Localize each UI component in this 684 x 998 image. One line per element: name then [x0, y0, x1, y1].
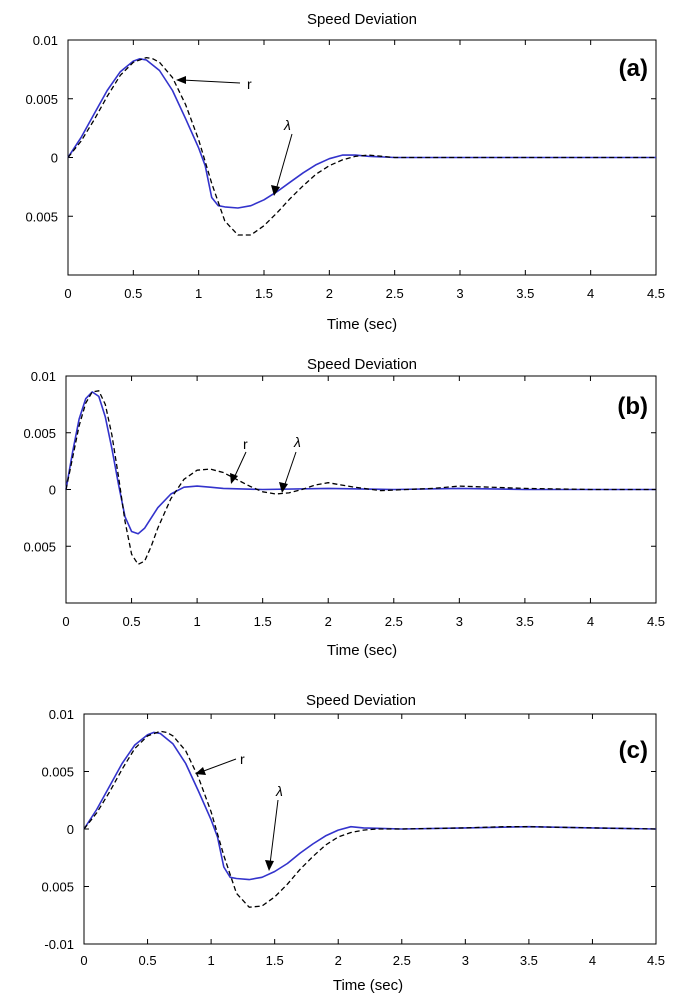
- panel-a-xtick-label: 4.5: [647, 286, 665, 301]
- panel-b-title: Speed Deviation: [307, 356, 417, 373]
- panel-c-ytick-label: -0.01: [44, 937, 74, 952]
- panel-b: Speed Deviation 0 0.5 1 1.5 2 2.5 3 3.5 4 4.5 0.0…: [23, 356, 665, 659]
- panel-a-yticks: 0.01 0.005 0 0.005: [25, 33, 656, 224]
- panel-a-ytick-label: 0.01: [33, 33, 58, 48]
- panel-b-xtick-label: 1: [193, 614, 200, 629]
- panel-c-series-lambda-line: [83, 731, 657, 881]
- panel-a-arrow-lambda-head: [271, 185, 280, 196]
- panel-b-yticks: 0.01 0.005 0 0.005: [23, 369, 656, 554]
- panel-b-xtick-label: 0: [62, 614, 69, 629]
- panel-c-xtick-label: 0.5: [139, 953, 157, 968]
- panel-a-title: Speed Deviation: [307, 11, 417, 28]
- panel-b-xlabel: Time (sec): [327, 642, 397, 659]
- panel-c-label: (c): [619, 737, 648, 764]
- panel-b-series: [65, 390, 656, 566]
- panel-a-xtick-label: 3.5: [516, 286, 534, 301]
- panel-c-arrow-lambda-line: [269, 799, 279, 865]
- panel-b-xtick-label: 3: [456, 614, 463, 629]
- panel-a-xtick-label: 2: [326, 286, 333, 301]
- panel-c-xtick-label: 4.5: [647, 953, 665, 968]
- panel-b-xtick-label: 0.5: [123, 614, 141, 629]
- panel-a-annotation-lambda: λ: [271, 117, 293, 196]
- panel-c-xtick-label: 0: [80, 953, 87, 968]
- panel-a-xtick-label: 2.5: [386, 286, 404, 301]
- panel-c-ytick-label: 0: [67, 822, 74, 837]
- panel-c-xtick-label: 4: [589, 953, 596, 968]
- panel-b-series-r-line: [65, 390, 656, 566]
- panel-a-series-r-line: [67, 56, 656, 236]
- panel-c-series: [83, 730, 657, 908]
- panel-b-xtick-label: 2: [325, 614, 332, 629]
- panel-b-ytick-label: 0.005: [23, 426, 56, 441]
- panel-a-series-lambda-line: [67, 58, 656, 209]
- panel-c-ytick-label: 0.005: [41, 880, 74, 895]
- panel-c-ytick-label: 0.005: [41, 765, 74, 780]
- panel-c: Speed Deviation 0 0.5 1 1.5 2 2.5 3 3.5 4 4.5 0.0…: [41, 692, 665, 994]
- panel-a-xticks: 0 0.5 1 1.5 2 2.5 3 3.5 4 4.5: [64, 40, 665, 301]
- panel-b-ytick-label: 0.01: [31, 369, 56, 384]
- panel-a-arrow-r-head: [176, 76, 186, 84]
- panel-b-annotation-lambda: λ: [279, 434, 301, 493]
- panel-a-label: (a): [619, 55, 648, 82]
- panel-a-xlabel: Time (sec): [327, 316, 397, 333]
- panel-a-ytick-label: 0: [51, 151, 58, 166]
- panel-a-ytick-label: 0.005: [25, 92, 58, 107]
- panel-b-xtick-label: 2.5: [385, 614, 403, 629]
- panel-c-xlabel: Time (sec): [333, 977, 403, 994]
- panel-b-ytick-label: 0.005: [23, 539, 56, 554]
- panel-c-yticks: 0.01 0.005 0 0.005 -0.01: [41, 707, 656, 952]
- panel-a-xtick-label: 1: [195, 286, 202, 301]
- panel-b-xtick-label: 3.5: [516, 614, 534, 629]
- panel-c-annotation-lambda: λ: [265, 783, 283, 871]
- panel-a-xtick-label: 3: [456, 286, 463, 301]
- panel-c-title: Speed Deviation: [306, 692, 416, 709]
- panel-c-arrow-r-head: [195, 767, 206, 775]
- panel-c-xtick-label: 3.5: [520, 953, 538, 968]
- panel-b-xtick-label: 1.5: [254, 614, 272, 629]
- panel-a-xtick-label: 0: [64, 286, 71, 301]
- panel-c-series-r-line: [83, 730, 657, 908]
- panel-c-xtick-label: 1.5: [266, 953, 284, 968]
- panel-c-xtick-label: 3: [462, 953, 469, 968]
- panel-b-annotation-r-text: r: [243, 436, 248, 452]
- panel-c-xtick-label: 1: [207, 953, 214, 968]
- panel-a-xtick-label: 4: [587, 286, 594, 301]
- panel-a-annotation-r: r: [176, 76, 252, 92]
- panel-b-annotation-lambda-text: λ: [293, 434, 301, 450]
- panel-c-annotation-r: r: [195, 751, 245, 775]
- panel-c-ytick-label: 0.01: [49, 707, 74, 722]
- panel-b-xticks: 0 0.5 1 1.5 2 2.5 3 3.5 4 4.5: [62, 376, 665, 629]
- panel-a-annotation-r-text: r: [247, 76, 252, 92]
- panel-c-annotation-lambda-text: λ: [275, 783, 283, 799]
- panel-b-series-lambda-line: [65, 391, 656, 535]
- panel-a-xtick-label: 0.5: [124, 286, 142, 301]
- panel-b-xtick-label: 4: [587, 614, 594, 629]
- panel-a-xtick-label: 1.5: [255, 286, 273, 301]
- panel-a: Speed Deviation 0 0.5 1 1.5 2 2.5 3 3.5 4 4.5 0.0…: [25, 11, 665, 333]
- panel-c-xtick-label: 2: [335, 953, 342, 968]
- panel-c-xtick-label: 2.5: [393, 953, 411, 968]
- panel-b-annotation-r: r: [230, 436, 248, 484]
- panel-b-ytick-label: 0: [49, 483, 56, 498]
- panel-a-ytick-label: 0.005: [25, 209, 58, 224]
- panel-a-annotation-lambda-text: λ: [283, 117, 291, 133]
- panel-a-arrow-lambda-line: [275, 133, 293, 191]
- panel-c-xticks: 0 0.5 1 1.5 2 2.5 3 3.5 4 4.5: [80, 714, 665, 968]
- panel-c-frame: [83, 713, 657, 945]
- panel-b-arrow-lambda-head: [279, 482, 288, 493]
- panel-b-label: (b): [617, 393, 648, 420]
- panel-c-arrow-r-line: [200, 758, 237, 773]
- panel-b-arrow-r-head: [230, 473, 238, 484]
- panel-c-annotation-r-text: r: [240, 751, 245, 767]
- panel-b-xtick-label: 4.5: [647, 614, 665, 629]
- panel-b-arrow-lambda-line: [283, 451, 297, 488]
- panel-c-arrow-lambda-head: [265, 860, 274, 871]
- panel-a-arrow-r-line: [181, 79, 241, 84]
- panel-b-arrow-r-line: [233, 451, 247, 479]
- panel-a-series: [67, 56, 656, 236]
